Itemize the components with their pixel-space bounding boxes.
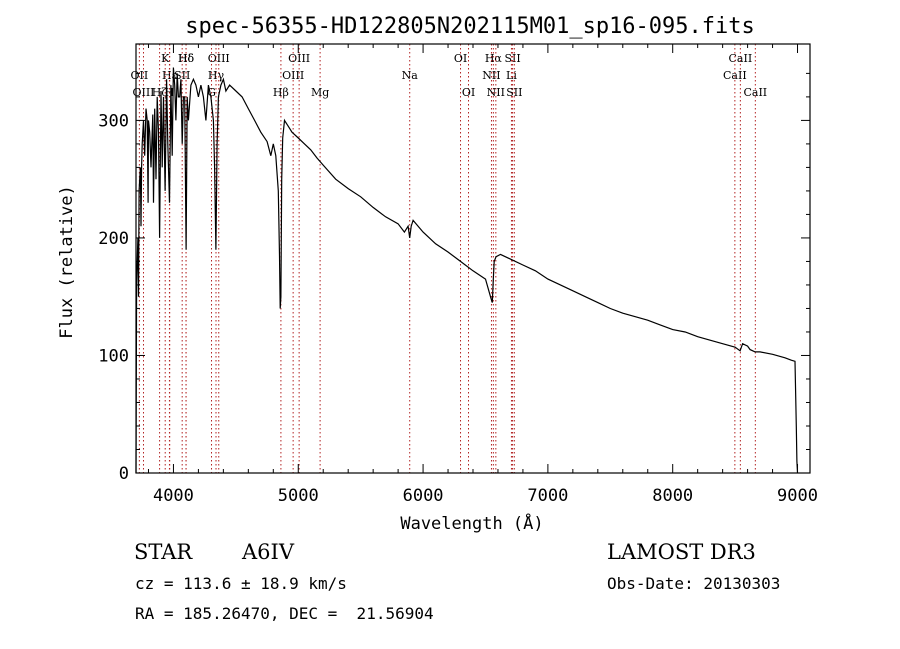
flux-series-line: [135, 67, 799, 474]
marker-label: OIII: [208, 52, 230, 65]
chart-title: spec-56355-HD122805N202115M01_sp16-095.f…: [185, 14, 755, 39]
marker-label: Li: [506, 69, 517, 82]
survey-name: LAMOST DR3: [607, 540, 756, 564]
marker-label: OIII: [132, 86, 154, 99]
y-tick-label: 200: [98, 229, 129, 249]
marker-label: OI: [454, 52, 467, 65]
marker-label: OI: [462, 86, 475, 99]
marker-label: NII: [482, 69, 500, 82]
marker-label: Hα: [485, 52, 503, 65]
coordinates-readout: RA = 185.26470, DEC = 21.56904: [135, 604, 434, 623]
y-axis-label: Flux (relative): [57, 185, 77, 339]
marker-label: Hγ: [208, 69, 225, 82]
x-tick-label: 7000: [527, 486, 568, 506]
marker-label: OIII: [282, 69, 304, 82]
marker-label: OII: [131, 69, 149, 82]
plot-frame: [135, 43, 811, 474]
redshift-readout: cz = 113.6 ± 18.9 km/s: [135, 574, 347, 593]
marker-label: K: [161, 52, 170, 65]
x-tick-label: 6000: [403, 486, 444, 506]
marker-label: CaII: [723, 69, 747, 82]
marker-label: Hβ: [273, 86, 289, 99]
x-tick-label: 9000: [777, 486, 818, 506]
marker-label: SII: [506, 86, 522, 99]
observation-date: Obs-Date: 20130303: [607, 574, 781, 593]
marker-label: Mg: [311, 86, 329, 99]
y-tick-label: 100: [98, 346, 129, 366]
marker-label: CaII: [743, 86, 767, 99]
marker-label: OIII: [288, 52, 310, 65]
marker-label: G: [207, 86, 216, 99]
y-tick-label: 300: [98, 111, 129, 131]
marker-label: Hδ: [178, 52, 195, 65]
y-tick-label: 0: [119, 464, 129, 484]
marker-label: Hζ: [152, 86, 168, 99]
marker-label: NII: [487, 86, 505, 99]
marker-label: CaII: [729, 52, 753, 65]
axes: 4000 5000 6000 7000 8000 9000 0 100 200 300: [98, 44, 818, 506]
marker-label: SII: [504, 52, 520, 65]
x-axis-label: Wavelength (Å): [400, 512, 543, 534]
marker-label: Hδ: [178, 52, 195, 65]
marker-label: H: [165, 86, 175, 99]
marker-label: Na: [402, 69, 419, 82]
x-tick-label: 4000: [153, 486, 194, 506]
object-class: STAR: [134, 540, 193, 564]
object-subclass: A6IV: [242, 540, 294, 564]
x-tick-label: 5000: [278, 486, 319, 506]
x-tick-label: 8000: [652, 486, 693, 506]
